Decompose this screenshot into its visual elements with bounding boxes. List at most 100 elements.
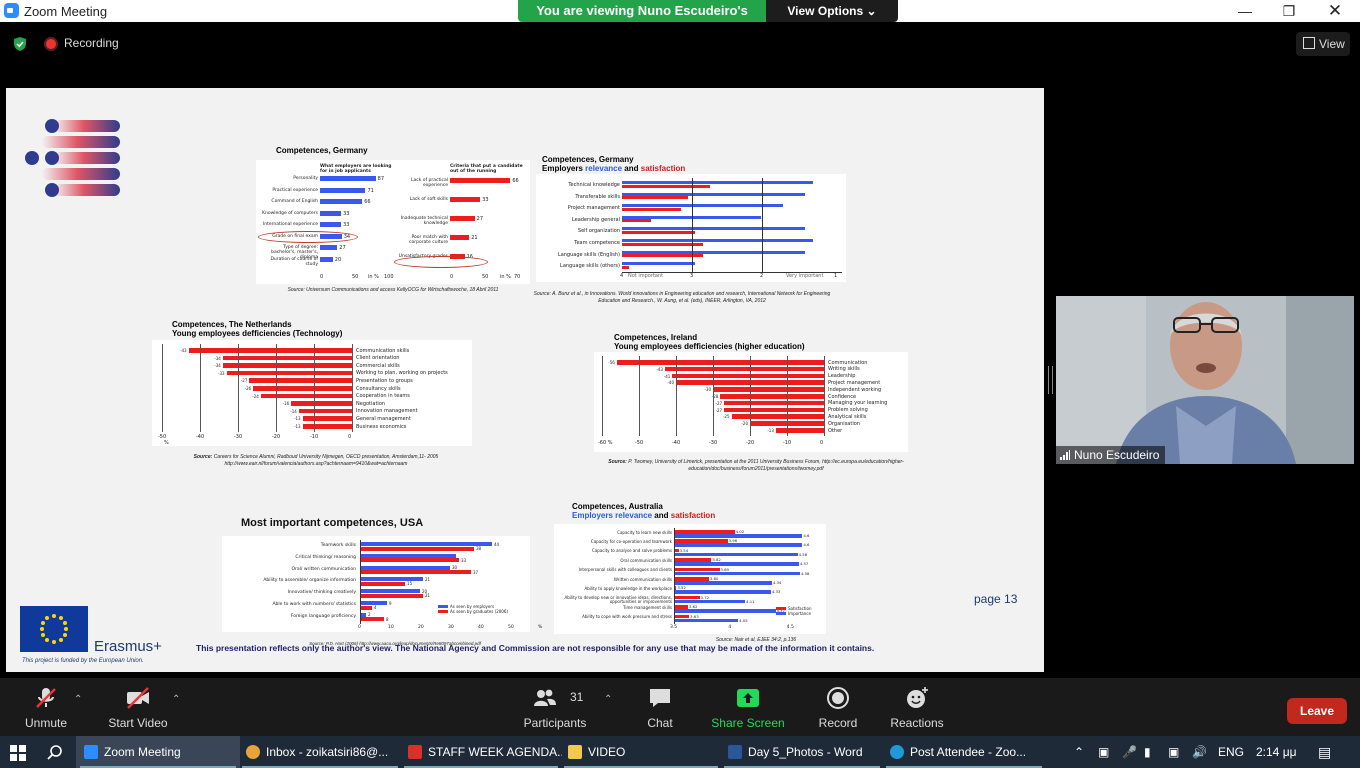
taskbar-edge-attendee[interactable]: Post Attendee - Zoo... [882,736,1046,768]
minimize-button[interactable]: — [1238,3,1252,19]
relevance-bar [622,181,813,184]
gridline [713,356,714,436]
bar [720,394,824,399]
participants-label: Participants [523,716,587,730]
windows-start-icon[interactable] [10,745,26,761]
view-options-button[interactable]: View Options ⌄ [766,0,898,22]
chat-button[interactable]: Chat [636,678,684,736]
taskbar-pdf-agenda[interactable]: STAFF WEEK AGENDA... [400,736,562,768]
tick: 50 [352,274,359,280]
bar-label: Duration of course of study [270,256,318,267]
netherlands-deficiencies-chart: -43 Communication skills -34 Client orienta… [152,340,472,446]
importance-bar [674,599,746,604]
bar-label: Critical thinking/ reasoning [295,554,356,560]
bar-label: Independent working [828,386,882,393]
bar-value: -16 [282,401,290,407]
meet-now-icon[interactable]: ▣ [1098,745,1110,759]
bar-value: 4.56 [798,551,808,557]
bar-value: -56 [608,360,615,365]
reactions-button[interactable]: Reactions [886,678,948,736]
satisfaction-bar [674,539,728,543]
participants-button[interactable]: 31 Participants [518,678,592,736]
notifications-icon[interactable]: ▤ [1318,744,1332,760]
clock[interactable]: 2:14 μμ [1256,745,1297,759]
share-screen-label: Share Screen [711,716,785,730]
participant-name: Nuno Escudeiro [1074,448,1160,462]
bar-value: -13 [294,416,301,422]
bar-value: -43 [656,366,663,372]
participants-count: 31 [570,690,584,704]
gridline [200,344,201,432]
bar [616,360,824,365]
gridline [314,344,315,432]
search-icon[interactable] [46,744,64,762]
bar-value: 4.34 [773,580,782,585]
record-icon [827,687,849,709]
bar-label: Command of English [271,199,318,204]
fig6-title-line1: Competences, Australia [572,502,663,511]
battery-icon[interactable]: ▮ [1144,745,1151,759]
bar [320,176,376,181]
bar-value: 21 [471,235,478,241]
eu-funded-label: This project is funded by the European U… [22,658,144,664]
volume-icon[interactable]: 🔊 [1192,745,1207,759]
tick: 4 [620,273,624,279]
zoom-icon [84,745,98,759]
unmute-button[interactable]: Unmute [14,678,78,736]
video-options-caret-icon[interactable]: ⌃ [172,694,181,705]
bar-value: 4.6 [803,533,810,538]
tray-overflow-icon[interactable]: ⌃ [1074,745,1085,759]
participants-options-caret-icon[interactable]: ⌃ [604,694,613,705]
fig1-right-axis: 0 50 in % 70 [450,274,526,280]
leave-meeting-button[interactable]: Leave [1287,698,1347,724]
share-screen-button[interactable]: Share Screen [708,678,788,736]
bar-value: 33 [343,210,350,217]
bar-value: -25 [722,414,730,420]
bar-value: 21 [425,593,431,599]
bar-label: Innovation management [356,408,418,415]
gridline [787,356,788,436]
view-layout-button[interactable]: View [1296,32,1350,56]
tick: -20 [746,440,755,446]
task-label: Day 5_Photos - Word [748,745,863,759]
bar-value: 3.82 [712,557,721,563]
satisfaction-bar [674,548,679,553]
bar-value: -33 [218,370,225,376]
participant-video-tile[interactable]: Nuno Escudeiro [1056,296,1354,464]
bar-value: 3.62 [689,604,698,610]
language-indicator[interactable]: ENG [1218,745,1245,759]
viewing-screen-banner: You are viewing Nuno Escudeiro's screen [518,0,766,40]
taskbar-chrome-inbox[interactable]: Inbox - zoikatsiri86@... [238,736,402,768]
maximize-button[interactable]: ❐ [1282,3,1296,19]
panel-resize-handle[interactable] [1048,366,1053,394]
record-button[interactable]: Record [812,678,864,736]
bar [724,407,824,413]
bar [450,197,481,202]
microphone-tray-icon[interactable]: 🎤 [1122,745,1137,759]
satisfaction-bar [622,196,688,200]
meeting-controls-toolbar: Unmute ⌃ Start Video ⌃ 31 Participants ⌃… [0,678,1360,736]
bar-label: Oral communication skills [620,557,672,563]
network-icon[interactable]: ▣ [1168,745,1180,759]
tick: -60 % [598,440,613,446]
audio-options-caret-icon[interactable]: ⌃ [74,694,83,705]
security-shield-icon[interactable] [12,36,28,52]
fig3-title: Competences, The Netherlands Young emplo… [172,320,342,338]
bar-value: 27 [476,216,484,222]
bar [249,378,352,383]
bar-label: Foreign language proficiency [290,613,356,619]
fig6-legend: Satisfaction Importance [776,606,811,616]
taskbar-folder-video[interactable]: VIDEO [560,736,722,768]
bar-label: Team competence [574,240,620,246]
taskbar-zoom-meeting[interactable]: Zoom Meeting [76,736,240,768]
taskbar-word-photos[interactable]: Day 5_Photos - Word [720,736,884,768]
tick: -10 [783,440,792,446]
bar-value: 3.89 [720,566,729,572]
bar-value: 4.33 [771,589,781,595]
employers-bar [360,553,456,558]
start-video-button[interactable]: Start Video [104,678,172,736]
satisfaction-bar [622,207,681,211]
bar-label: Ability to cope with work pressure and s… [582,614,672,620]
participant-name-tag: Nuno Escudeiro [1056,446,1166,464]
close-button[interactable]: ✕ [1327,1,1343,20]
